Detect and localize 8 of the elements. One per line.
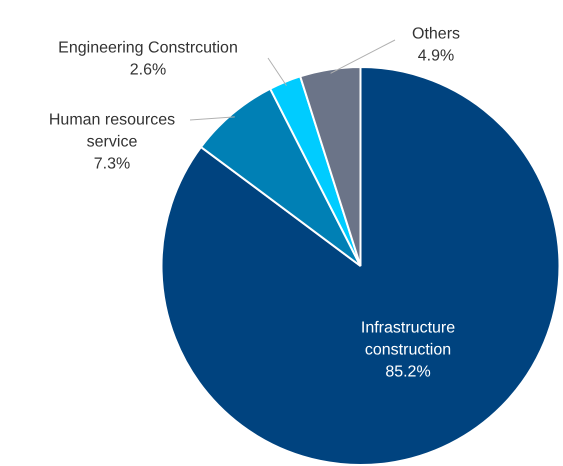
slice-label: Others	[412, 25, 460, 42]
slice-label: Engineering Constrcution	[58, 39, 238, 56]
data-label: 85.2%	[385, 363, 431, 380]
slice-label: Human resources service	[48, 111, 176, 150]
data-label: 4.9%	[418, 47, 454, 64]
data-label: 7.3%	[94, 155, 130, 172]
slice-label: Infrastructure construction	[360, 319, 456, 358]
data-label: 2.6%	[130, 61, 166, 78]
